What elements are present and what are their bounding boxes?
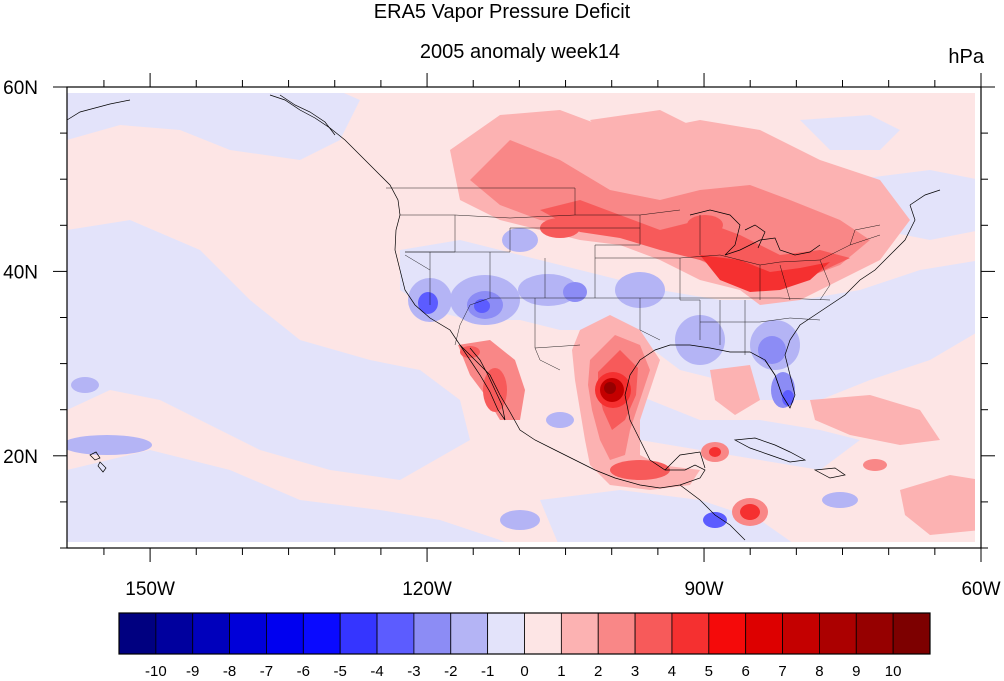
units-label: hPa: [948, 46, 984, 68]
lat-tick-label: 20N: [3, 447, 38, 468]
colorbar-swatch: [450, 612, 489, 655]
colorbar-label: 10: [885, 663, 902, 680]
colorbar-swatch: [671, 612, 710, 655]
colorbar-swatch: [302, 612, 341, 655]
bottom-nodata-strip: [67, 542, 981, 548]
colorbar-label: -1: [481, 663, 494, 680]
colorbar-label: -9: [186, 663, 199, 680]
lat-tick-label: 40N: [3, 262, 38, 283]
lon-tick-label: 90W: [684, 579, 723, 600]
colorbar-label: 1: [557, 663, 565, 680]
state-boundaries: [386, 187, 881, 371]
colorbar-label: 6: [742, 663, 750, 680]
lon-tick-label: 120W: [402, 579, 452, 600]
colorbar-swatch: [560, 612, 599, 655]
map-panel: [67, 87, 981, 548]
colorbar-label: -8: [223, 663, 236, 680]
colorbar: -10 -9 -8 -7 -6 -5 -4 -3 -2 -1 0 1 2 3 4 5 6 7 8 9 10: [118, 612, 931, 680]
colorbar-swatch: [266, 612, 304, 655]
colorbar-swatch: [634, 612, 673, 655]
colorbar-label: 3: [631, 663, 639, 680]
colorbar-label: -10: [145, 663, 167, 680]
colorbar-label: -6: [297, 663, 310, 680]
colorbar-label: -2: [444, 663, 457, 680]
colorbar-swatch: [487, 612, 525, 655]
colorbar-swatch: [819, 612, 857, 655]
colorbar-label: 0: [520, 663, 528, 680]
colorbar-swatch: [708, 612, 747, 655]
axis-ticks: [53, 73, 995, 562]
colorbar-swatch: [155, 612, 194, 655]
colorbar-label: 8: [815, 663, 823, 680]
colorbar-swatch: [376, 612, 415, 655]
colorbar-label: 2: [594, 663, 602, 680]
colorbar-swatch: [782, 612, 820, 655]
colorbar-label: 5: [705, 663, 713, 680]
colorbar-swatch: [339, 612, 378, 655]
colorbar-swatch: [229, 612, 267, 655]
chart-title: ERA5 Vapor Pressure Deficit: [373, 1, 631, 23]
lon-tick-label: 60W: [961, 579, 1000, 600]
colorbar-label: 7: [778, 663, 786, 680]
colorbar-label: 9: [852, 663, 860, 680]
coastlines: [67, 94, 941, 541]
positive-anomaly-regions: [450, 110, 981, 535]
colorbar-label: -3: [407, 663, 420, 680]
colorbar-swatch: [597, 612, 636, 655]
colorbar-swatch: [745, 612, 783, 655]
colorbar-swatch: [855, 612, 894, 655]
colorbar-swatch: [413, 612, 452, 655]
lat-tick-label: 60N: [3, 78, 38, 99]
chart-subtitle: 2005 anomaly week14: [419, 41, 621, 63]
colorbar-swatch: [192, 612, 230, 655]
colorbar-label: 4: [668, 663, 676, 680]
colorbar-swatch: [118, 612, 157, 655]
axis-tick-labels: 150W 120W 90W 60W 60N 40N 20N: [3, 78, 1000, 600]
colorbar-border: [118, 612, 931, 655]
top-nodata-strip: [67, 87, 981, 93]
colorbar-label: -4: [370, 663, 383, 680]
colorbar-label: -5: [334, 663, 347, 680]
colorbar-swatch: [892, 612, 931, 655]
lon-tick-label: 150W: [125, 579, 175, 600]
colorbar-swatch: [524, 612, 562, 655]
colorbar-label: -7: [260, 663, 273, 680]
right-nodata-strip: [975, 87, 981, 548]
